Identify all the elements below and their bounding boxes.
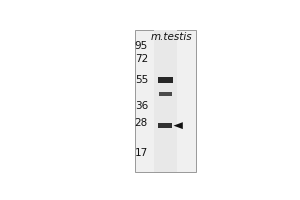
Text: m.testis: m.testis [150, 32, 192, 42]
Polygon shape [173, 122, 183, 129]
FancyBboxPatch shape [158, 77, 173, 83]
Text: 55: 55 [135, 75, 148, 85]
Text: 95: 95 [135, 41, 148, 51]
Text: 72: 72 [135, 54, 148, 64]
Text: 17: 17 [135, 148, 148, 158]
FancyBboxPatch shape [135, 30, 196, 172]
FancyBboxPatch shape [154, 30, 177, 172]
Text: 36: 36 [135, 101, 148, 111]
Text: 28: 28 [135, 118, 148, 128]
FancyBboxPatch shape [158, 123, 172, 128]
FancyBboxPatch shape [159, 92, 172, 96]
